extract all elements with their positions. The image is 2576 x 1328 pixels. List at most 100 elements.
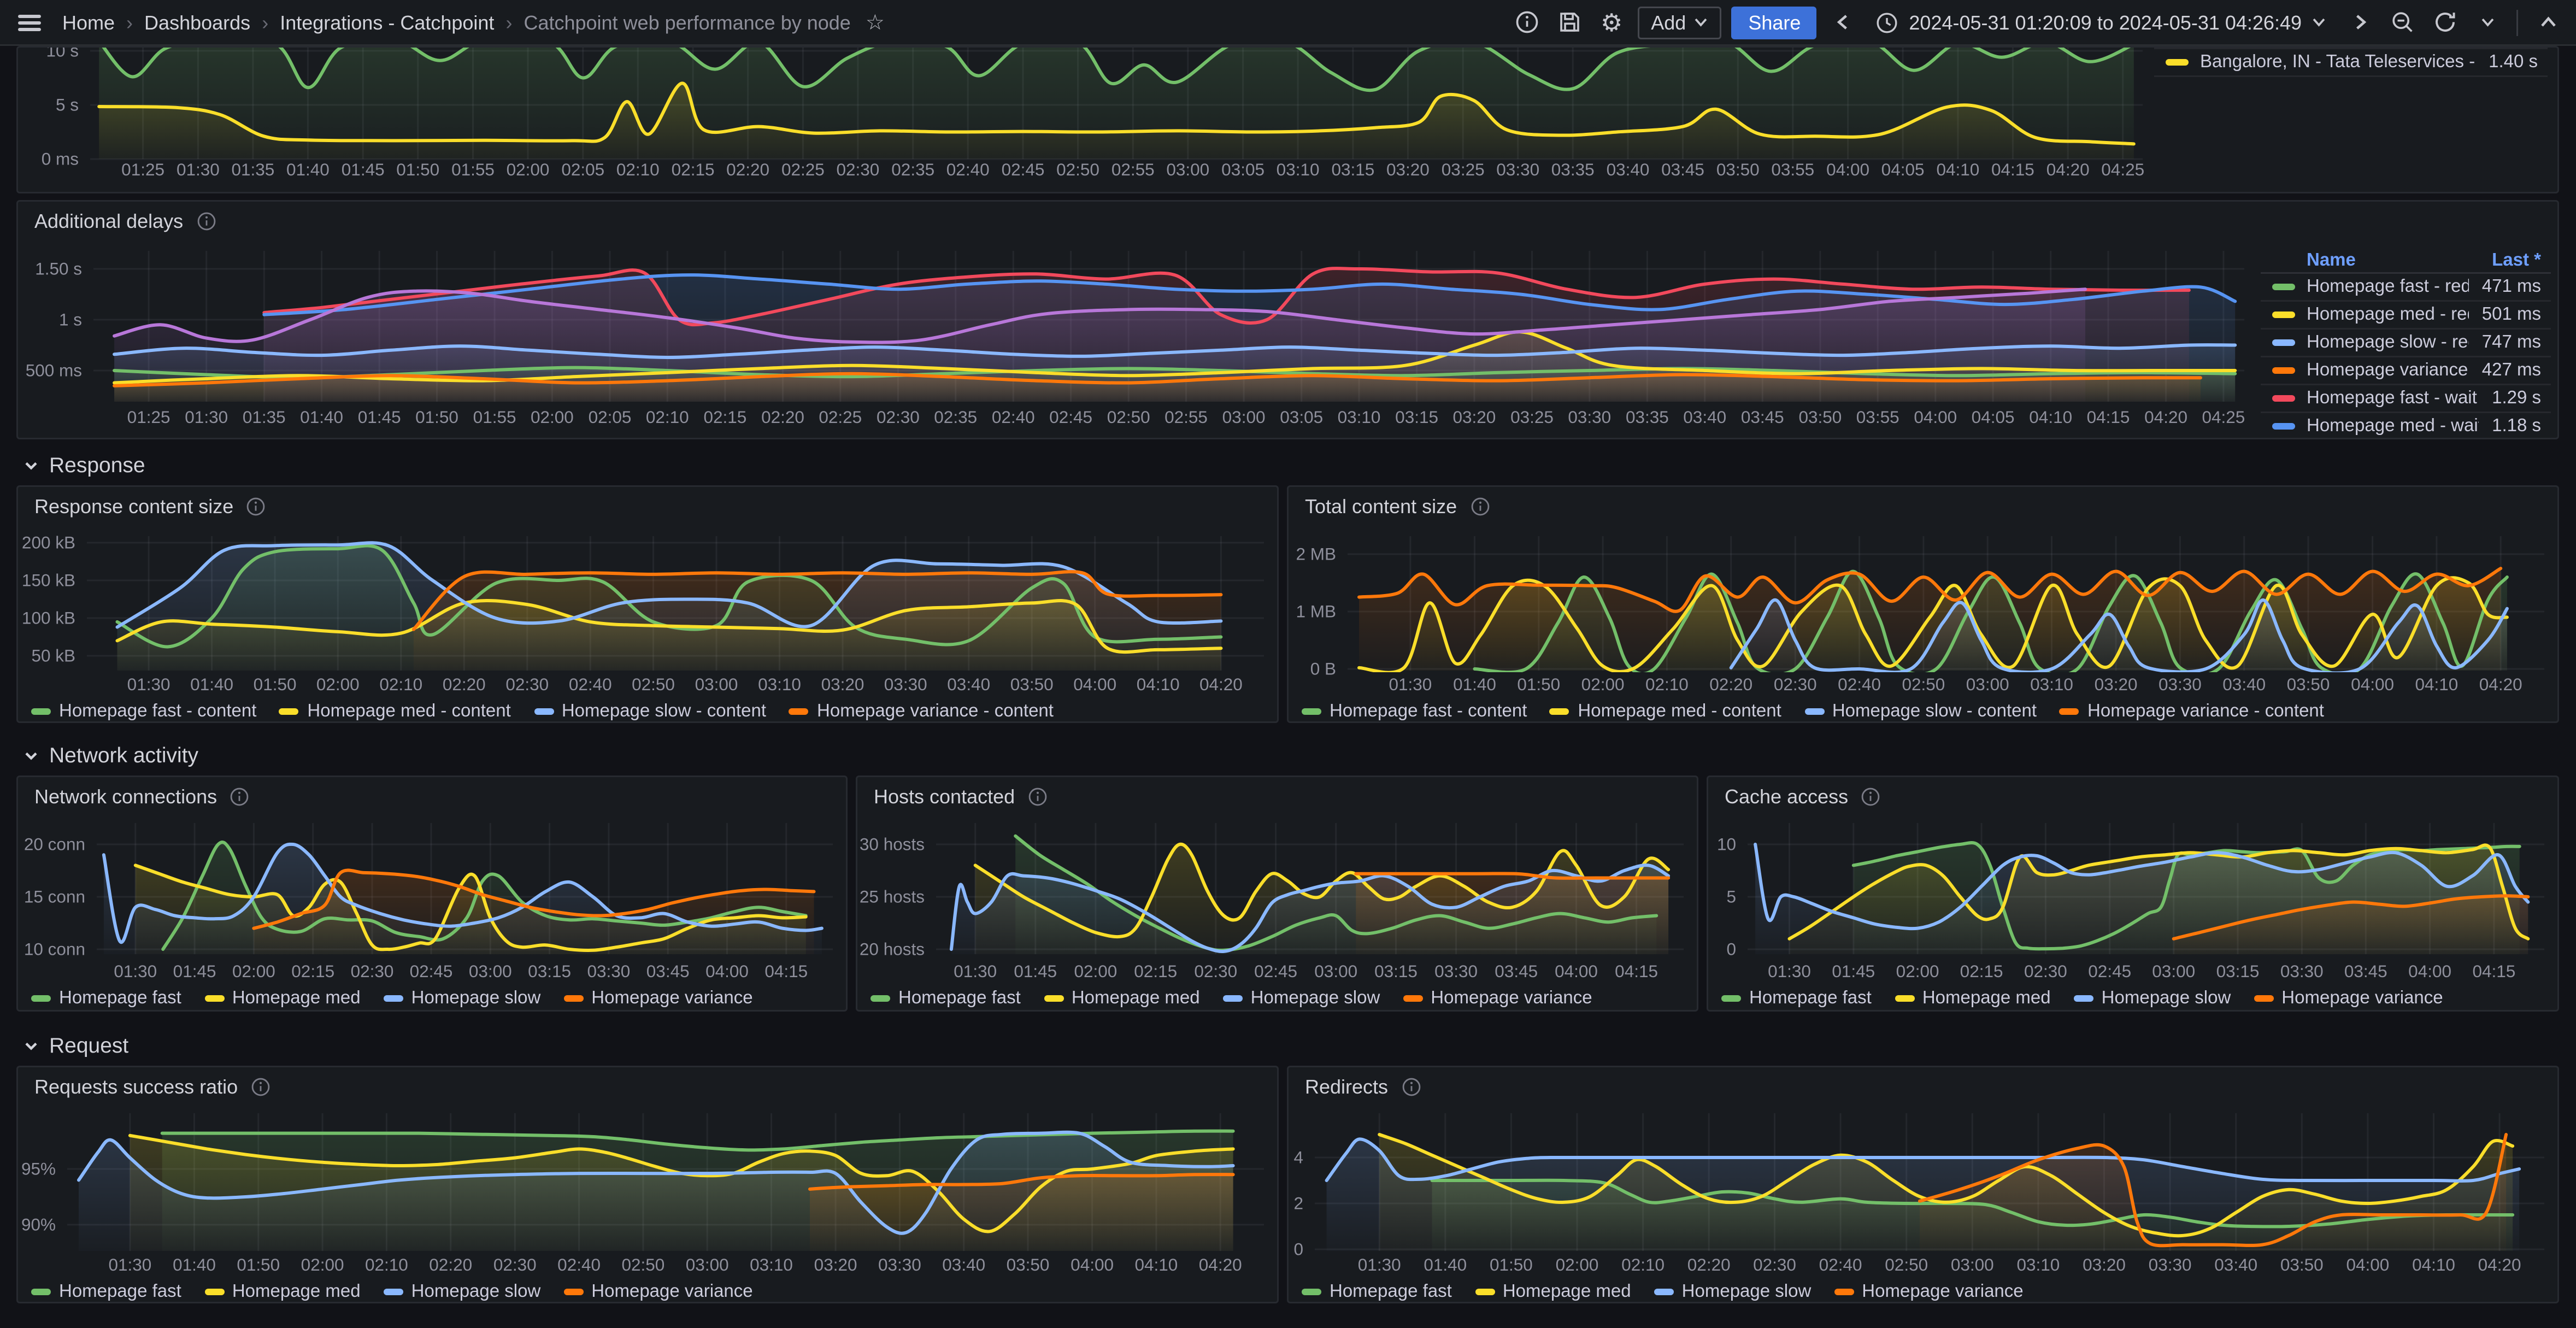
- legend-item[interactable]: Homepage slow: [383, 989, 540, 1008]
- svg-text:02:20: 02:20: [1709, 674, 1752, 694]
- legend-item[interactable]: Homepage slow - content: [533, 702, 766, 721]
- legend-item[interactable]: Homepage variance - content: [789, 702, 1054, 721]
- time-series-chart[interactable]: 500 ms 1 s 1.50 s 01:25 01:30 01:35 01:40 01:45…: [18, 202, 2559, 439]
- legend-item-label: Homepage med: [232, 989, 361, 1008]
- time-series-chart[interactable]: 0 2 4 01:30 01:40 01:50 02:00 02:10 02:20 02:30 02…: [1289, 1067, 2559, 1303]
- zoom-out-time-icon[interactable]: [2385, 6, 2418, 39]
- share-button[interactable]: Share: [1732, 5, 1818, 39]
- favorite-star-icon[interactable]: ☆: [866, 9, 885, 36]
- legend-item[interactable]: Homepage med: [1043, 989, 1200, 1008]
- time-shift-forward-icon[interactable]: [2343, 6, 2375, 39]
- legend-item[interactable]: Homepage slow: [2073, 989, 2231, 1008]
- svg-text:5: 5: [1726, 887, 1736, 907]
- legend-item[interactable]: Homepage med: [204, 1282, 361, 1302]
- panel-info-icon[interactable]: [230, 787, 250, 807]
- legend-item[interactable]: Homepage med: [204, 989, 361, 1008]
- time-series-chart[interactable]: 10 conn 15 conn 20 conn 01:30 01:45 02:00 02:1…: [18, 777, 848, 1012]
- section-header-response[interactable]: Response: [23, 453, 145, 477]
- time-series-chart[interactable]: 90% 95% 01:30 01:40 01:50 02:00 02:10 02:20 02:3…: [18, 1067, 1279, 1303]
- legend-item[interactable]: Homepage med: [1894, 989, 2051, 1008]
- svg-text:03:40: 03:40: [2214, 1255, 2257, 1274]
- time-series-chart[interactable]: 0 5 10 01:30 01:45 02:00 02:15 02:30 02:45 03:00 0…: [1708, 777, 2559, 1012]
- legend-header-sort-last[interactable]: Last *: [2492, 250, 2541, 270]
- legend-item[interactable]: Homepage fast: [1302, 1282, 1452, 1302]
- refresh-interval-dropdown-icon[interactable]: [2471, 6, 2503, 39]
- panel-header[interactable]: Hosts contacted: [857, 777, 1697, 816]
- legend-item-label: Homepage fast: [1330, 1282, 1452, 1302]
- legend-item[interactable]: Homepage slow: [1654, 1282, 1811, 1302]
- time-series-chart[interactable]: 20 hosts 25 hosts 30 hosts 01:30 01:45 02:00 0…: [857, 777, 1698, 1012]
- legend-item[interactable]: Homepage fast: [871, 989, 1021, 1008]
- panel-info-icon[interactable]: [1861, 787, 1881, 807]
- time-series-chart[interactable]: 0 B 1 MB 2 MB 01:30 01:40 01:50 02:00 02:10 02:2…: [1289, 487, 2559, 723]
- svg-text:03:15: 03:15: [1374, 961, 1418, 981]
- time-series-chart[interactable]: 0 ms 5 s 10 s 01:25 01:30 01:35 01:40 01:45 01:5…: [18, 48, 2559, 193]
- legend-item[interactable]: Homepage variance: [1403, 989, 1592, 1008]
- svg-text:02:50: 02:50: [1885, 1255, 1928, 1274]
- legend-item[interactable]: Homepage med - content: [279, 702, 511, 721]
- legend-item[interactable]: Homepage variance: [2254, 989, 2443, 1008]
- legend-item[interactable]: Homepage variance: [563, 989, 753, 1008]
- panel-info-icon[interactable]: [1401, 1077, 1421, 1097]
- save-dashboard-icon[interactable]: [1552, 6, 1585, 39]
- svg-text:200 kB: 200 kB: [22, 533, 75, 553]
- legend-item-label: Homepage variance - content: [2087, 702, 2324, 721]
- legend-item[interactable]: Homepage fast: [1721, 989, 1872, 1008]
- breadcrumb-dashboards[interactable]: Dashboards: [144, 10, 251, 34]
- legend-item[interactable]: Homepage fast: [31, 1282, 181, 1302]
- dashboard-insights-icon[interactable]: [1510, 6, 1543, 39]
- section-header-request[interactable]: Request: [23, 1033, 128, 1057]
- chevron-down-icon: [25, 461, 37, 469]
- legend-item[interactable]: Homepage fast - content: [31, 702, 256, 721]
- legend-item[interactable]: Homepage med: [1474, 1282, 1631, 1302]
- panel-header[interactable]: Network connections: [18, 777, 846, 816]
- panel-info-icon[interactable]: [251, 1077, 270, 1097]
- legend-item[interactable]: Homepage variance: [563, 1282, 753, 1302]
- svg-text:03:45: 03:45: [1741, 407, 1784, 427]
- dashboard-settings-gear-icon[interactable]: ⚙: [1595, 6, 1628, 39]
- svg-text:02:40: 02:40: [992, 407, 1035, 427]
- legend-item[interactable]: Homepage med - wait 1.18 s: [2261, 413, 2551, 438]
- legend-item[interactable]: Homepage slow - content: [1804, 702, 2037, 721]
- panel-header[interactable]: Additional delays: [18, 202, 2557, 241]
- svg-text:02:55: 02:55: [1165, 407, 1208, 427]
- legend-item-label: Homepage variance: [591, 1282, 753, 1302]
- panel-info-icon[interactable]: [1028, 787, 1048, 807]
- legend-item[interactable]: Homepage slow: [1222, 989, 1380, 1008]
- legend-item[interactable]: Bangalore, IN - Tata Teleservices - rend…: [2154, 48, 2548, 77]
- legend-item[interactable]: Homepage fast: [31, 989, 181, 1008]
- legend-header-name[interactable]: Name: [2307, 250, 2356, 270]
- legend-item[interactable]: Homepage variance: [1834, 1282, 2024, 1302]
- time-series-chart[interactable]: 50 kB 100 kB 150 kB 200 kB 01:30 01:40 01:50 02…: [18, 487, 1279, 723]
- panel-info-icon[interactable]: [196, 211, 216, 231]
- panel-info-icon[interactable]: [1470, 497, 1490, 516]
- svg-text:02:00: 02:00: [531, 407, 574, 427]
- svg-text:03:00: 03:00: [1314, 961, 1357, 981]
- breadcrumb-folder[interactable]: Integrations - Catchpoint: [280, 10, 495, 34]
- svg-text:02:50: 02:50: [1107, 407, 1150, 427]
- legend-item[interactable]: Homepage fast - content: [1302, 702, 1527, 721]
- panel-header[interactable]: Total content size: [1289, 487, 2557, 526]
- legend-item[interactable]: Homepage med - content: [1550, 702, 1781, 721]
- panel-header[interactable]: Requests success ratio: [18, 1067, 1277, 1107]
- legend-item[interactable]: Homepage variance - redirect 427 ms: [2261, 357, 2551, 385]
- panel-info-icon[interactable]: [246, 497, 266, 516]
- legend-item[interactable]: Homepage slow - redirect 747 ms: [2261, 330, 2551, 357]
- add-button[interactable]: Add: [1638, 5, 1722, 39]
- collapse-up-icon[interactable]: [2531, 6, 2564, 39]
- legend-item[interactable]: Homepage med - redirect 501 ms: [2261, 302, 2551, 330]
- time-range-picker[interactable]: 2024-05-31 01:20:09 to 2024-05-31 04:26:…: [1869, 6, 2333, 39]
- legend-item[interactable]: Homepage variance - content: [2060, 702, 2324, 721]
- legend-item[interactable]: Homepage fast - wait 1.29 s: [2261, 385, 2551, 413]
- legend-table: Name Last * Homepage fast - redirect 471 ms…: [2261, 248, 2551, 438]
- refresh-icon[interactable]: [2428, 6, 2461, 39]
- panel-header[interactable]: Cache access: [1708, 777, 2557, 816]
- legend-item[interactable]: Homepage slow: [383, 1282, 540, 1302]
- legend-item[interactable]: Homepage fast - redirect 471 ms: [2261, 274, 2551, 302]
- time-shift-back-icon[interactable]: [1827, 6, 1860, 39]
- panel-header[interactable]: Response content size: [18, 487, 1277, 526]
- section-header-network-activity[interactable]: Network activity: [23, 743, 198, 767]
- panel-header[interactable]: Redirects: [1289, 1067, 2557, 1107]
- menu-toggle-icon[interactable]: [13, 6, 46, 39]
- breadcrumb-home[interactable]: Home: [62, 10, 115, 34]
